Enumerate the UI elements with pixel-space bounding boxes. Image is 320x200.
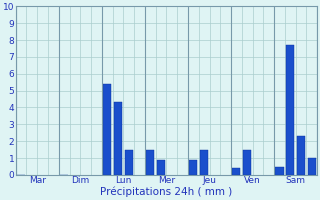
Bar <box>308 158 316 175</box>
Bar <box>297 136 305 175</box>
Bar <box>276 167 284 175</box>
Bar <box>146 150 154 175</box>
Bar <box>189 160 197 175</box>
Bar <box>157 160 165 175</box>
Bar <box>243 150 251 175</box>
Bar <box>286 45 294 175</box>
Bar <box>232 168 241 175</box>
X-axis label: Précipitations 24h ( mm ): Précipitations 24h ( mm ) <box>100 187 233 197</box>
Bar <box>103 84 111 175</box>
Bar <box>125 150 133 175</box>
Bar <box>200 150 208 175</box>
Bar <box>114 102 122 175</box>
